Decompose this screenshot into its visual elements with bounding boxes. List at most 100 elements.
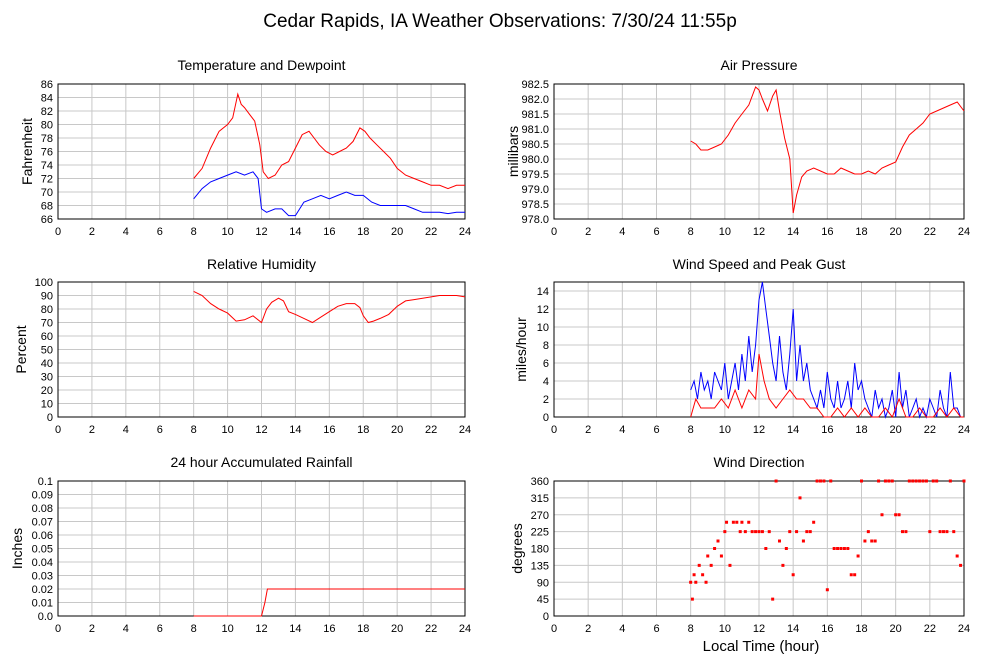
x-tick-label: 0 (55, 226, 61, 238)
x-tick-label: 14 (289, 623, 301, 635)
y-tick-label: 74 (41, 160, 53, 172)
chart-title: Air Pressure (720, 57, 797, 73)
data-point (918, 479, 922, 483)
x-tick-label: 6 (653, 623, 659, 635)
y-tick-label: 980.5 (521, 139, 549, 151)
data-point (805, 530, 809, 534)
data-point (747, 520, 751, 524)
x-tick-label: 2 (89, 623, 95, 635)
data-point (725, 520, 729, 524)
y-tick-label: 135 (531, 560, 549, 572)
data-point (880, 513, 884, 517)
y-tick-label: 982.5 (521, 79, 549, 91)
data-point (952, 530, 956, 534)
data-point (713, 547, 717, 550)
data-point (819, 479, 822, 483)
y-tick-label: 981.0 (521, 124, 549, 136)
data-point (738, 530, 742, 534)
data-point (694, 580, 698, 584)
data-point (706, 554, 710, 558)
x-tick-label: 2 (89, 226, 95, 238)
x-tick-label: 6 (157, 226, 163, 238)
data-point (697, 563, 701, 567)
data-point (887, 479, 891, 483)
x-tick-label: 24 (958, 226, 970, 238)
data-point (735, 520, 739, 524)
y-tick-label: 50 (41, 345, 53, 357)
y-tick-label: 70 (41, 318, 53, 330)
series-line-1 (690, 353, 964, 419)
y-tick-label: 90 (537, 577, 549, 589)
x-tick-label: 10 (719, 623, 731, 635)
x-tick-label: 6 (157, 623, 163, 635)
y-tick-label: 979.5 (521, 169, 549, 181)
x-tick-label: 12 (753, 226, 765, 238)
data-point (962, 479, 966, 483)
data-point (692, 573, 696, 577)
x-tick-label: 18 (357, 424, 369, 436)
data-point (704, 580, 708, 584)
y-tick-label: 982.0 (521, 94, 549, 106)
x-tick-label: 20 (890, 226, 902, 238)
data-point (948, 479, 952, 483)
x-tick-label: 22 (924, 623, 936, 635)
y-axis-label: Inches (9, 528, 25, 569)
x-tick-label: 18 (855, 226, 867, 238)
x-tick-label: 22 (425, 226, 437, 238)
x-tick-label: 6 (653, 226, 659, 238)
series-line-1 (193, 171, 465, 217)
data-point (901, 530, 904, 534)
data-point (760, 530, 764, 534)
data-point (945, 530, 949, 534)
x-tick-label: 8 (191, 226, 197, 238)
chart-title: Wind Direction (713, 454, 804, 470)
y-tick-label: 981.5 (521, 109, 549, 121)
x-tick-label: 22 (924, 424, 936, 436)
x-tick-label: 16 (323, 226, 335, 238)
x-tick-label: 20 (391, 424, 403, 436)
series-line-0 (193, 290, 466, 324)
x-tick-label: 8 (688, 623, 694, 635)
y-tick-label: 76 (41, 147, 53, 159)
data-point (935, 479, 939, 483)
y-tick-label: 979.0 (521, 184, 549, 196)
x-tick-label: 14 (289, 424, 301, 436)
data-point (829, 479, 833, 483)
x-tick-label: 4 (123, 424, 129, 436)
x-tick-label: 2 (585, 623, 591, 635)
y-tick-label: 4 (543, 376, 549, 388)
chart-title: Wind Speed and Peak Gust (673, 256, 846, 272)
x-tick-label: 20 (890, 623, 902, 635)
data-point (774, 479, 778, 483)
x-tick-label: 4 (123, 623, 129, 635)
data-point (701, 573, 705, 577)
x-tick-label: 0 (55, 623, 61, 635)
x-tick-label: 8 (688, 226, 694, 238)
plot-frame (57, 83, 466, 220)
page-title: Cedar Rapids, IA Weather Observations: 7… (263, 11, 737, 32)
x-tick-label: 20 (391, 226, 403, 238)
series-line-0 (690, 281, 964, 419)
x-tick-label: 22 (924, 226, 936, 238)
x-tick-label: 12 (255, 424, 267, 436)
x-tick-label: 0 (551, 226, 557, 238)
plot-frame (553, 281, 965, 418)
x-tick-label: 6 (157, 424, 163, 436)
data-point (955, 554, 959, 558)
series-line-0 (193, 92, 465, 190)
x-tick-label: 0 (551, 424, 557, 436)
data-point (832, 547, 836, 550)
data-point (921, 479, 925, 483)
x-tick-label: 12 (753, 424, 765, 436)
chart-title: 24 hour Accumulated Rainfall (170, 454, 352, 470)
y-tick-label: 0.07 (32, 517, 53, 529)
y-tick-label: 100 (35, 277, 53, 289)
y-tick-label: 78 (41, 133, 53, 145)
y-tick-label: 2 (543, 394, 549, 406)
data-point (778, 539, 781, 543)
data-point (815, 479, 819, 483)
y-tick-label: 30 (41, 372, 53, 384)
data-point (743, 530, 747, 534)
